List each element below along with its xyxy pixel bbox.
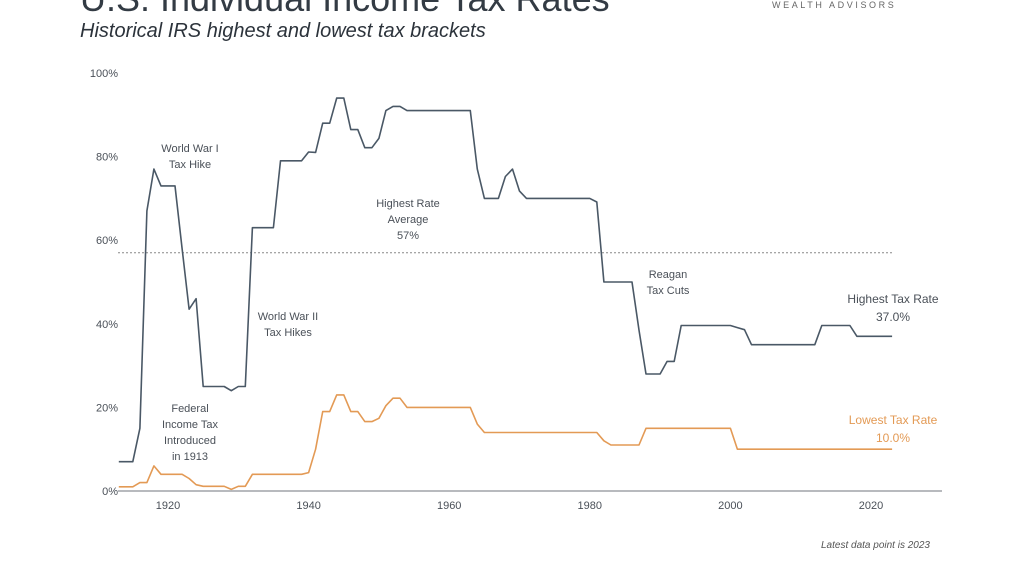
lowest-rate-line xyxy=(118,394,893,491)
legend-highest: Highest Tax Rate 37.0% xyxy=(847,292,938,324)
y-tick-label: 20% xyxy=(96,402,118,414)
annotation-wwii: World War II Tax Hikes xyxy=(258,311,319,339)
x-tick-label: 2000 xyxy=(718,500,742,512)
y-axis: 0% 20% 40% 60% 80% 100% xyxy=(90,68,118,498)
x-tick-label: 1940 xyxy=(296,500,320,512)
annotation-federal: Federal Income Tax Introduced in 1913 xyxy=(162,403,219,463)
footnote: Latest data point is 2023 xyxy=(821,540,930,551)
y-tick-label: 60% xyxy=(96,235,118,247)
x-tick-label: 1920 xyxy=(156,500,180,512)
x-axis: 1920 1940 1960 1980 2000 2020 xyxy=(156,500,883,512)
x-tick-label: 1980 xyxy=(578,500,602,512)
y-tick-label: 40% xyxy=(96,319,118,331)
x-tick-label: 1960 xyxy=(437,500,461,512)
legend-lowest: Lowest Tax Rate 10.0% xyxy=(849,413,938,445)
annotation-wwi: World War I Tax Hike xyxy=(161,143,218,171)
y-tick-label: 80% xyxy=(96,152,118,164)
highest-rate-line xyxy=(118,97,893,463)
chart-subtitle: Historical IRS highest and lowest tax br… xyxy=(80,20,486,42)
annotation-reagan: Reagan Tax Cuts xyxy=(647,269,690,297)
logo-text: WEALTH ADVISORS xyxy=(772,0,897,10)
y-tick-label: 0% xyxy=(102,486,118,498)
annotation-average: Highest Rate Average 57% xyxy=(376,198,440,242)
chart-title: U.S. Individual Income Tax Rates xyxy=(80,0,610,20)
y-tick-label: 100% xyxy=(90,68,118,80)
x-tick-label: 2020 xyxy=(859,500,883,512)
series-group xyxy=(118,97,893,491)
